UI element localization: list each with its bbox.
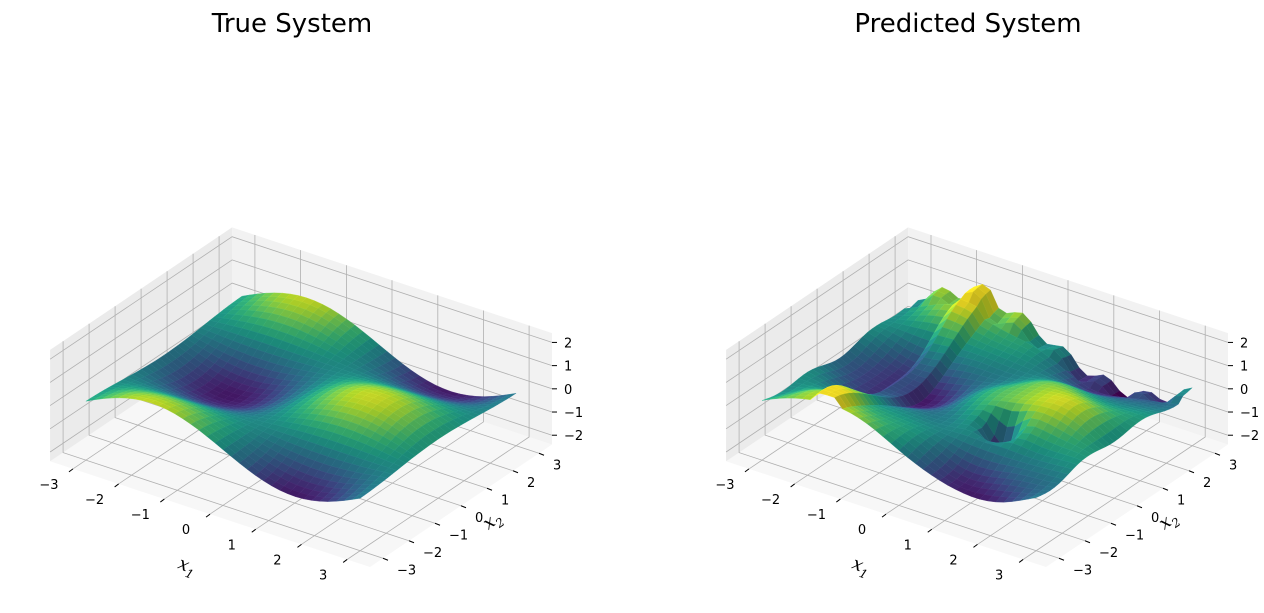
- surface-patch: [351, 494, 365, 500]
- true-system-plot: True System −3 −2 −1 0 1 2 3 −3 −2 −1 0 1 2 3 −2 −1 0 1…: [39, 9, 583, 584]
- x-axis-label: x1: [848, 553, 873, 582]
- x-axis-ticks: −3 −2 −1 0 1 2 3: [39, 468, 348, 584]
- z-tick-label: −2: [1240, 429, 1259, 444]
- x-tick-label: 1: [904, 538, 912, 553]
- grid-line-y: [62, 341, 384, 559]
- x-axis-ticks: −3 −2 −1 0 1 2 3: [715, 468, 1024, 584]
- grid-line-x: [1022, 325, 1206, 560]
- grid-line-z: [725, 282, 1229, 406]
- x-tick-mark: [68, 468, 74, 473]
- y-tick-mark: [512, 470, 519, 474]
- plot-title: True System: [211, 9, 372, 39]
- z-axis-ticks: −2 −1 0 1 2: [1228, 336, 1259, 444]
- x-tick-mark: [881, 513, 887, 518]
- grid-line-x: [977, 310, 1160, 545]
- x-tick-label: −1: [807, 508, 826, 523]
- z-tick-label: −2: [564, 429, 583, 444]
- x-tick-label: 3: [995, 569, 1003, 584]
- x-tick-mark: [297, 543, 302, 548]
- grid-line-z: [49, 259, 553, 383]
- y-tick-label: −1: [1125, 528, 1144, 543]
- y-tick-label: −2: [423, 546, 442, 561]
- grid-line-z: [49, 282, 553, 406]
- x-tick-mark: [836, 498, 841, 503]
- plot-title: Predicted System: [854, 9, 1081, 39]
- y-tick-mark: [538, 452, 545, 456]
- x-tick-label: −1: [131, 508, 150, 523]
- y-tick-label: 2: [527, 476, 535, 491]
- y-tick-mark: [460, 505, 467, 509]
- y-tick-mark: [1214, 452, 1221, 456]
- x-tick-label: 2: [273, 553, 281, 568]
- x-tick-mark: [114, 483, 119, 488]
- z-axis-ticks: −2 −1 0 1 2: [552, 336, 583, 444]
- z-tick-label: 0: [564, 383, 572, 398]
- x-tick-mark: [790, 483, 795, 488]
- x-tick-label: −3: [715, 478, 734, 493]
- y-tick-label: 2: [1203, 476, 1211, 491]
- x-tick-label: −2: [85, 493, 104, 508]
- y-tick-label: 0: [1151, 511, 1159, 526]
- x-tick-mark: [927, 528, 933, 533]
- y-axis-ticks: −3 −2 −1 0 1 2 3: [382, 452, 561, 578]
- grid-line-z: [725, 236, 1229, 360]
- surface-patch: [1028, 495, 1041, 500]
- x-tick-mark: [251, 528, 257, 533]
- x-tick-mark: [205, 513, 211, 518]
- y-tick-label: −3: [1073, 563, 1092, 578]
- x-axis-label: x1: [174, 553, 199, 582]
- z-tick-label: 2: [1240, 336, 1248, 351]
- y-tick-label: 3: [553, 458, 561, 473]
- y-tick-mark: [1058, 557, 1065, 561]
- predicted-system-plot: Predicted System −3 −2 −1 0 1 2 3 −3 −2 −1 0 1 2 3 −…: [715, 9, 1259, 584]
- y-tick-mark: [382, 557, 389, 561]
- grid-line-y: [738, 341, 1060, 559]
- x-tick-mark: [160, 498, 165, 503]
- grid-line-z: [725, 259, 1229, 383]
- y-tick-label: 0: [475, 511, 483, 526]
- x-tick-label: 1: [228, 538, 236, 553]
- grid-line-x: [346, 325, 530, 560]
- y-tick-label: −2: [1099, 546, 1118, 561]
- surface-mesh: [761, 283, 1193, 503]
- y-axis-ticks: −3 −2 −1 0 1 2 3: [1058, 452, 1237, 578]
- x-tick-mark: [973, 543, 978, 548]
- y-tick-mark: [1084, 540, 1091, 544]
- y-tick-label: −1: [449, 528, 468, 543]
- grid-line-y: [764, 323, 1086, 542]
- y-tick-label: 1: [501, 493, 509, 508]
- grid-line-y: [88, 323, 410, 542]
- x-tick-label: 0: [858, 523, 866, 538]
- surface-mesh: [85, 292, 517, 502]
- x-tick-mark: [744, 468, 750, 473]
- grid-line-x: [301, 310, 484, 545]
- z-tick-label: −1: [564, 406, 583, 421]
- y-tick-mark: [1110, 522, 1117, 526]
- z-tick-label: −1: [1240, 406, 1259, 421]
- x-tick-label: 0: [182, 523, 190, 538]
- y-tick-mark: [434, 522, 441, 526]
- y-tick-mark: [1136, 505, 1143, 509]
- z-tick-label: 0: [1240, 383, 1248, 398]
- grid-line-z: [49, 236, 553, 360]
- y-tick-mark: [1162, 487, 1169, 491]
- y-tick-label: −3: [397, 563, 416, 578]
- x-tick-label: −3: [39, 478, 58, 493]
- y-tick-label: 3: [1229, 458, 1237, 473]
- y-tick-mark: [1188, 470, 1195, 474]
- z-tick-label: 1: [1240, 360, 1248, 375]
- y-tick-mark: [408, 540, 415, 544]
- x-tick-mark: [1018, 559, 1024, 563]
- x-tick-mark: [342, 559, 348, 563]
- y-tick-mark: [486, 487, 493, 491]
- y-tick-label: 1: [1177, 493, 1185, 508]
- x-tick-label: 2: [949, 553, 957, 568]
- x-tick-label: −2: [761, 493, 780, 508]
- z-tick-label: 2: [564, 336, 572, 351]
- z-tick-label: 1: [564, 360, 572, 375]
- x-tick-label: 3: [319, 569, 327, 584]
